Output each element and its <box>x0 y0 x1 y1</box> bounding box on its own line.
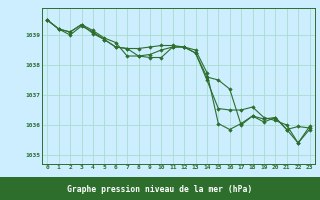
Text: Graphe pression niveau de la mer (hPa): Graphe pression niveau de la mer (hPa) <box>68 185 252 194</box>
